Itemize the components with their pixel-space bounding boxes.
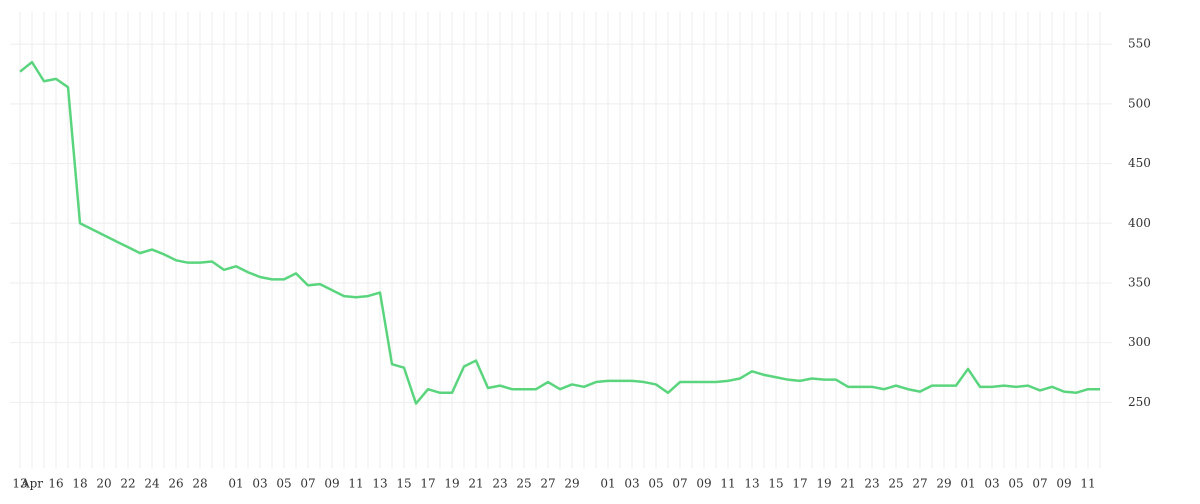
x-tick-label: 01	[960, 477, 975, 491]
x-tick-label: 03	[624, 477, 639, 491]
y-tick-label: 550	[1128, 37, 1151, 51]
x-tick-label: 07	[672, 477, 687, 491]
x-tick-label: 11	[1080, 477, 1095, 491]
x-tick-label: 25	[516, 477, 531, 491]
x-tick-label: 23	[492, 477, 507, 491]
x-tick-label: 05	[648, 477, 663, 491]
x-tick-label: 05	[1008, 477, 1023, 491]
x-tick-label: 21	[840, 477, 855, 491]
x-tick-label: 27	[912, 477, 927, 491]
x-tick-label: 24	[144, 477, 160, 491]
y-tick-label: 300	[1128, 335, 1151, 349]
x-tick-label: 25	[888, 477, 903, 491]
x-tick-label: 20	[96, 477, 111, 491]
x-tick-label: 13	[372, 477, 387, 491]
x-tick-label: 17	[792, 477, 807, 491]
x-tick-label: 11	[720, 477, 735, 491]
y-tick-label: 350	[1128, 275, 1151, 289]
x-tick-label: 19	[816, 477, 831, 491]
x-tick-label: 29	[564, 477, 579, 491]
x-tick-label: 07	[300, 477, 315, 491]
x-tick-label: 03	[252, 477, 267, 491]
x-tick-label: 07	[1032, 477, 1047, 491]
x-tick-label: Apr	[20, 477, 43, 491]
y-tick-label: 500	[1128, 96, 1151, 110]
x-tick-label: 27	[540, 477, 555, 491]
x-tick-label: 18	[72, 477, 87, 491]
x-tick-label: 13	[744, 477, 759, 491]
x-tick-label: 29	[936, 477, 951, 491]
x-tick-label: 19	[444, 477, 459, 491]
x-tick-label: 05	[276, 477, 291, 491]
x-tick-label: 21	[468, 477, 483, 491]
x-tick-label: 09	[324, 477, 339, 491]
x-tick-label: 28	[192, 477, 207, 491]
x-tick-label: 03	[984, 477, 999, 491]
x-tick-label: 26	[168, 477, 183, 491]
x-tick-label: 09	[1056, 477, 1071, 491]
x-tick-label: 09	[696, 477, 711, 491]
y-tick-label: 400	[1128, 216, 1151, 230]
x-tick-label: 22	[120, 477, 135, 491]
x-tick-label: 01	[600, 477, 615, 491]
x-tick-label: 15	[768, 477, 783, 491]
x-tick-label: 16	[48, 477, 63, 491]
x-tick-label: 13	[12, 477, 27, 491]
x-tick-label: 11	[348, 477, 363, 491]
x-tick-label: 23	[864, 477, 879, 491]
x-tick-label: 15	[396, 477, 411, 491]
x-tick-label: 17	[420, 477, 435, 491]
x-tick-label: 01	[228, 477, 243, 491]
data-line	[19, 60, 1100, 405]
y-tick-label: 250	[1128, 395, 1151, 409]
y-tick-label: 450	[1128, 156, 1151, 170]
